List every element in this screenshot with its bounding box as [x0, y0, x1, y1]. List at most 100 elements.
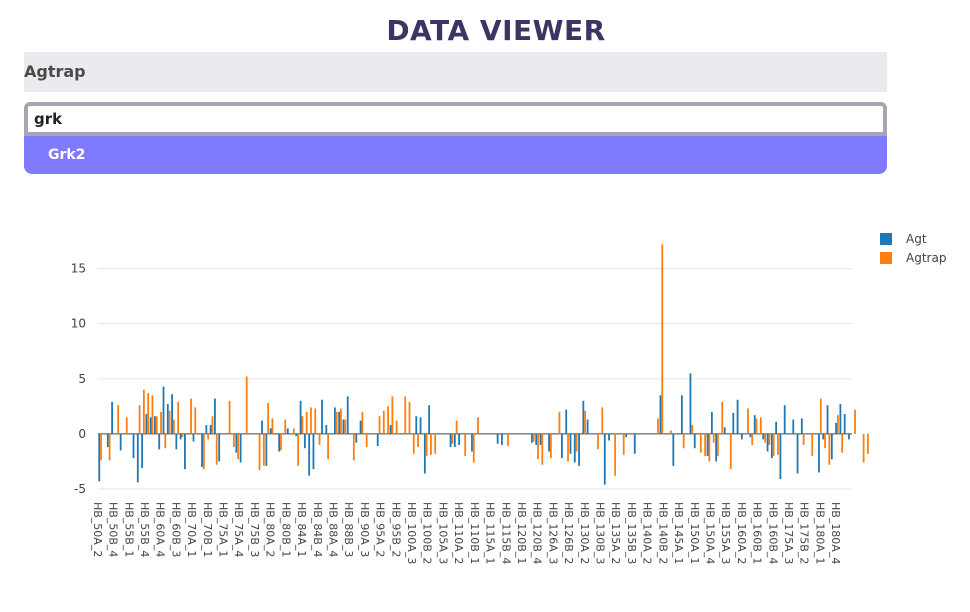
- bar-agt: [582, 400, 585, 434]
- selected-gene-bar: Agtrap: [24, 52, 887, 92]
- y-tick-label: 10: [71, 317, 86, 331]
- bar-agtrap: [699, 433, 702, 453]
- bar-agt: [154, 416, 156, 434]
- bar-agt: [338, 411, 341, 434]
- y-tick-label: -5: [74, 482, 86, 496]
- bar-agt: [119, 433, 122, 451]
- x-tick-label: HB_50A_2: [91, 502, 104, 557]
- bar-agtrap: [237, 433, 240, 460]
- x-tick-label: HB_100A_3: [405, 502, 418, 564]
- bar-agtrap: [777, 433, 779, 455]
- bar-agtrap: [704, 433, 706, 456]
- legend-label-agtrap: Agtrap: [906, 251, 946, 265]
- bar-agtrap: [708, 433, 711, 462]
- x-tick-label: HB_88B_3: [342, 502, 355, 557]
- x-tick-label: HB_126A_3: [546, 502, 559, 564]
- x-tick-label: HB_95A_2: [374, 502, 387, 557]
- bar-agtrap: [549, 433, 552, 459]
- bar-agt: [732, 412, 735, 434]
- bar-agtrap: [802, 433, 805, 445]
- bar-agt: [321, 399, 323, 434]
- bar-agtrap: [164, 433, 167, 449]
- bar-agt: [608, 433, 610, 441]
- bar-agtrap: [614, 433, 617, 476]
- bar-agt: [749, 433, 752, 438]
- bar-agtrap: [297, 433, 300, 466]
- x-tick-label: HB_55B_1: [122, 502, 135, 557]
- x-tick-label: HB_150A_1: [688, 502, 701, 564]
- legend-swatch-agtrap: [880, 252, 892, 264]
- bar-agt: [723, 427, 726, 434]
- bar-agtrap: [168, 410, 171, 434]
- bar-agtrap: [819, 398, 822, 434]
- bar-agt: [415, 416, 418, 434]
- bar-agtrap: [717, 433, 719, 456]
- bar-agt: [710, 411, 713, 434]
- x-tick-label: HB_140A_2: [641, 502, 654, 564]
- y-tick-label: 5: [78, 372, 86, 386]
- bar-agtrap: [408, 401, 411, 434]
- bar-agt: [496, 433, 499, 444]
- selected-gene-label: Agtrap: [24, 62, 86, 81]
- bar-agt: [659, 395, 662, 434]
- bar-agtrap: [866, 433, 869, 454]
- bar-agtrap: [395, 420, 398, 434]
- bar-agtrap: [142, 389, 145, 434]
- bar-agtrap: [387, 406, 389, 434]
- bar-agtrap: [258, 433, 261, 471]
- bar-agt: [561, 433, 563, 459]
- bar-agt: [672, 433, 675, 466]
- bar-agt: [839, 404, 842, 434]
- bar-agtrap: [190, 398, 192, 434]
- bar-agtrap: [310, 407, 312, 434]
- bar-agtrap: [177, 401, 180, 434]
- bar-agt: [201, 433, 203, 467]
- bar-agtrap: [811, 433, 814, 456]
- bar-agtrap: [532, 433, 535, 442]
- bar-agt: [715, 433, 718, 462]
- x-tick-label: HB_150A_4: [703, 502, 716, 564]
- page-title: DATA VIEWER: [386, 14, 606, 47]
- x-tick-label: HB_140B_2: [656, 502, 669, 564]
- bar-agtrap: [747, 408, 749, 434]
- y-tick-label: 0: [78, 427, 86, 441]
- dropdown-option-grk2[interactable]: Grk2: [24, 136, 887, 174]
- bar-agtrap: [768, 433, 771, 445]
- bar-agt: [531, 433, 533, 443]
- bar-agt: [826, 405, 829, 434]
- x-tick-label: HB_80A_2: [264, 502, 277, 557]
- bar-agt: [783, 405, 786, 434]
- bar-agt: [278, 433, 281, 452]
- bar-agtrap: [451, 433, 454, 444]
- bar-agtrap: [271, 418, 274, 434]
- bar-agtrap: [567, 433, 569, 462]
- bar-agtrap: [305, 411, 308, 434]
- bar-agtrap: [558, 411, 561, 434]
- bar-agtrap: [862, 433, 865, 463]
- bar-agt: [586, 419, 589, 434]
- bar-agt: [158, 433, 161, 450]
- bar-agt: [428, 405, 431, 434]
- bar-agtrap: [751, 433, 754, 445]
- x-tick-label: HB_115A_1: [484, 502, 497, 564]
- gene-search: Grk2: [24, 102, 887, 174]
- bar-agt: [792, 419, 795, 434]
- bar-agtrap: [361, 411, 364, 434]
- bar-agt: [162, 386, 165, 434]
- x-tick-label: HB_120B_4: [531, 502, 544, 564]
- chart-bars: [98, 244, 869, 485]
- x-tick-label: HB_90A_3: [358, 502, 371, 557]
- bar-agt: [423, 433, 426, 474]
- bar-agtrap: [854, 409, 856, 434]
- bar-agtrap: [417, 433, 419, 448]
- bar-agtrap: [280, 433, 282, 451]
- x-tick-label: HB_70B_1: [201, 502, 214, 557]
- bar-agt: [766, 433, 769, 452]
- search-input[interactable]: [24, 102, 887, 136]
- bar-agtrap: [425, 433, 428, 456]
- bar-agtrap: [721, 401, 724, 434]
- bar-agt: [548, 433, 550, 452]
- bar-agtrap: [267, 403, 270, 434]
- bar-agtrap: [125, 417, 128, 434]
- bar-agtrap: [147, 393, 150, 434]
